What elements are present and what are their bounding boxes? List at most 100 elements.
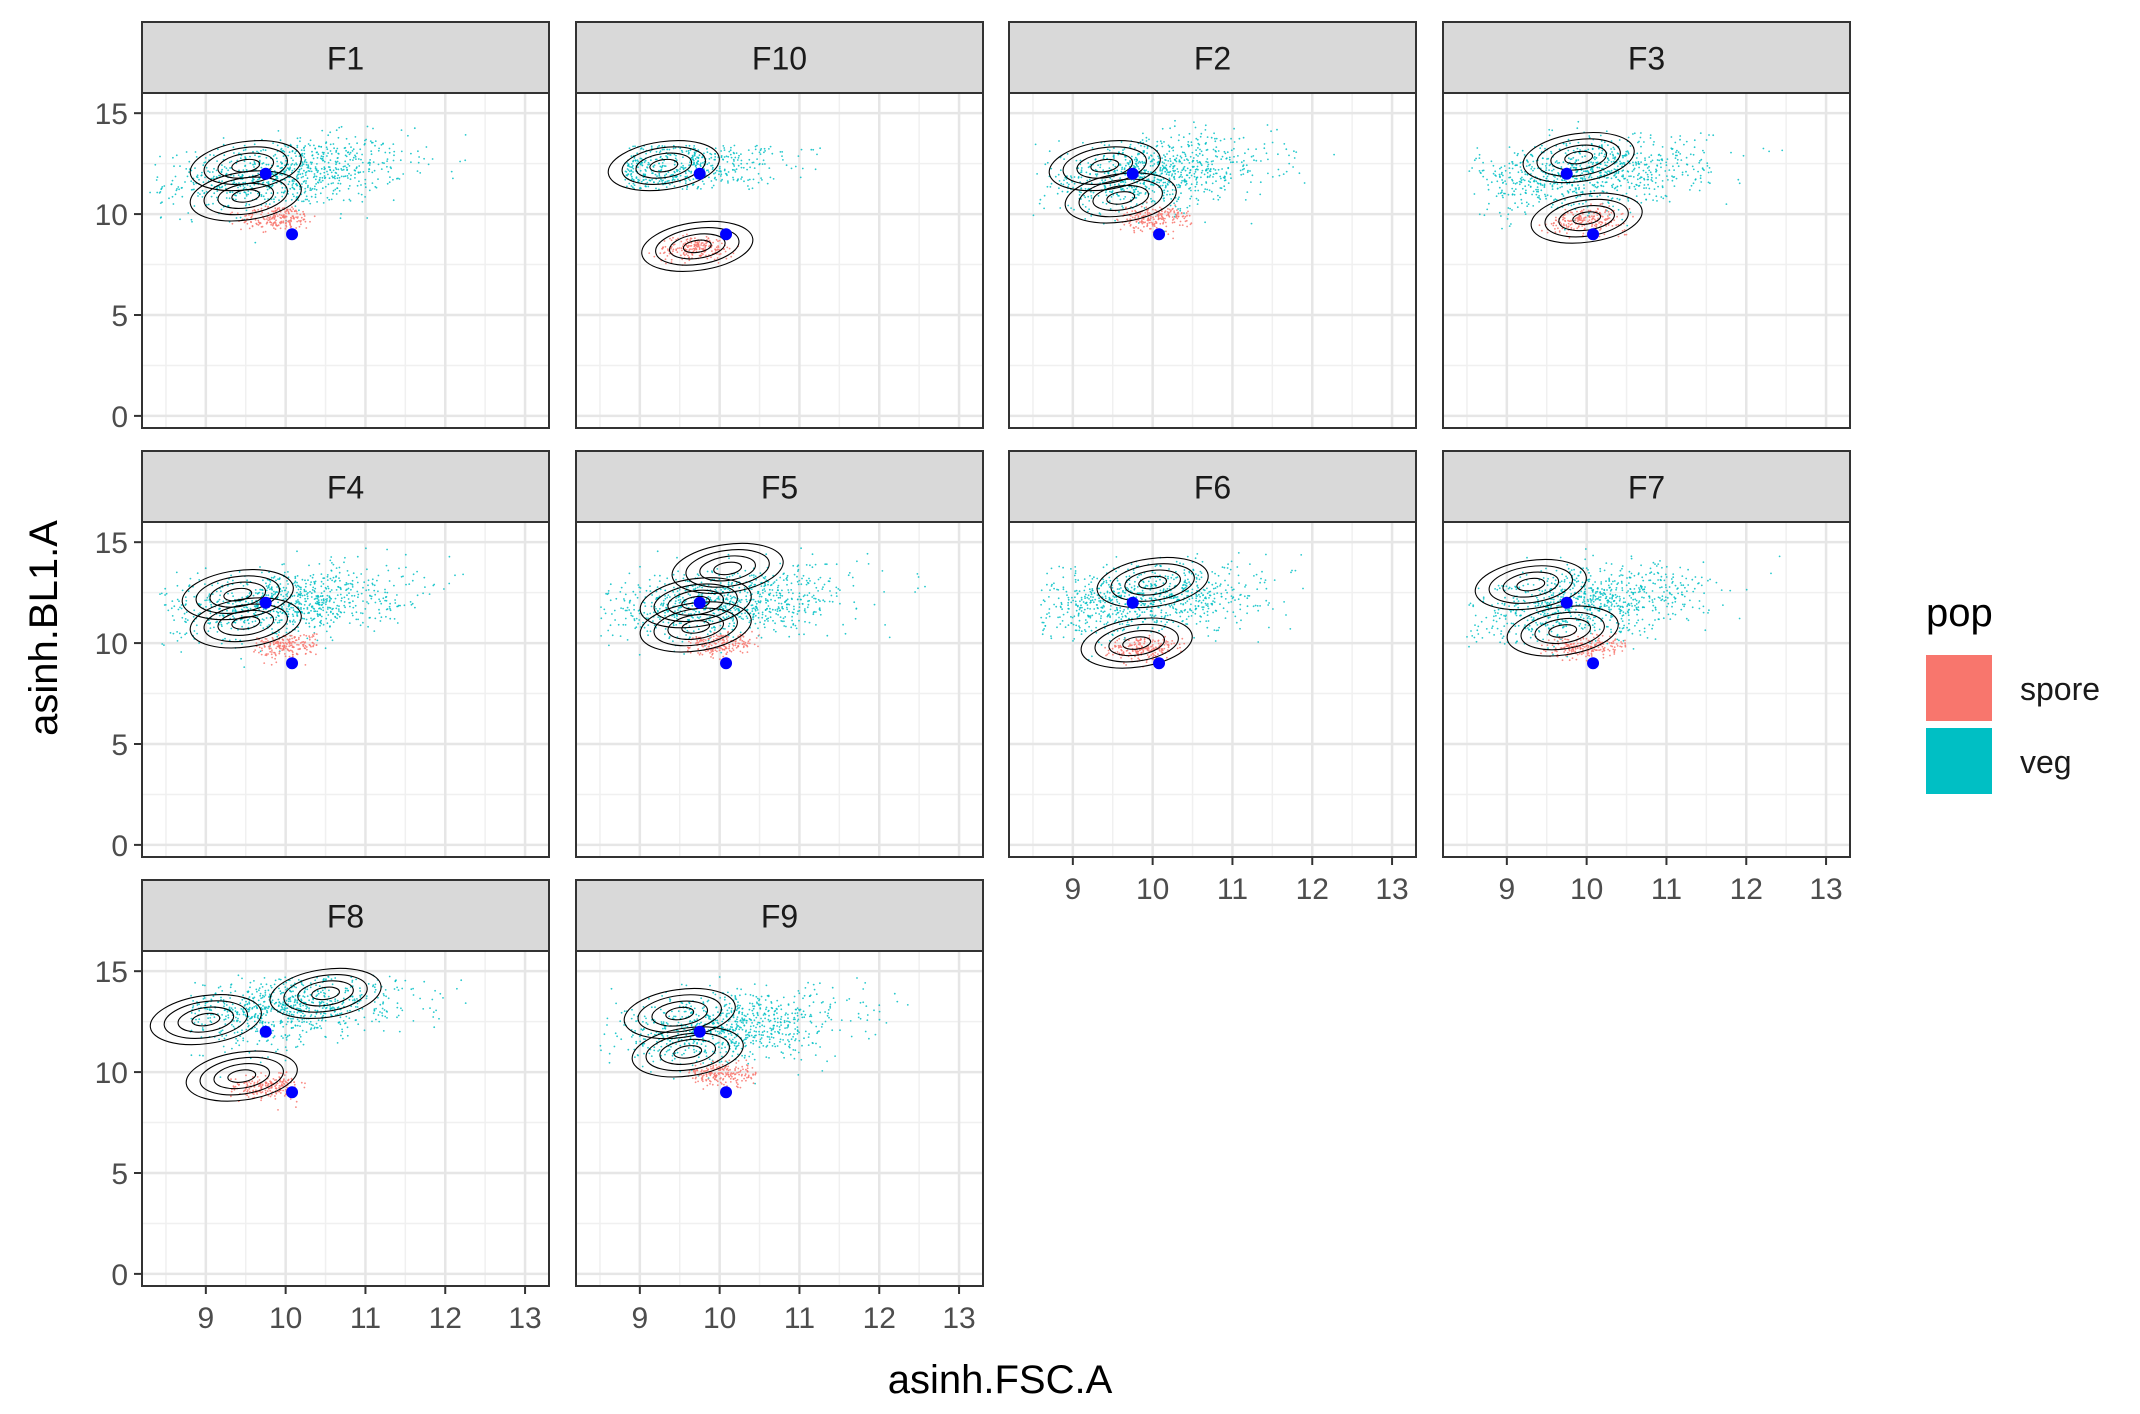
veg-point [1277,153,1279,155]
veg-point [280,139,282,141]
spore-point [299,226,301,228]
veg-point [346,169,348,171]
veg-point [1197,162,1199,164]
veg-point [1650,161,1652,163]
veg-point [1206,158,1208,160]
veg-point [711,187,713,189]
veg-point [1645,164,1647,166]
veg-point [339,177,341,179]
veg-point [752,153,754,155]
veg-point [163,644,165,646]
veg-point [1108,161,1110,163]
veg-point [261,167,263,169]
veg-point [759,151,761,153]
veg-point [1482,176,1484,178]
veg-point [1150,198,1152,200]
veg-point [1673,169,1675,171]
veg-point [348,598,350,600]
veg-point [1047,162,1049,164]
veg-point [1058,187,1060,189]
veg-point [348,173,350,175]
veg-point [352,600,354,602]
veg-point [1176,184,1178,186]
veg-point [1099,167,1101,169]
veg-point [1059,180,1061,182]
spore-point [1170,211,1172,213]
veg-point [286,580,288,582]
veg-point [629,147,631,149]
spore-point [288,213,290,215]
veg-point [1618,209,1620,211]
veg-point [350,200,352,202]
veg-point [1656,170,1658,172]
veg-point [1480,172,1482,174]
veg-point [1151,201,1153,203]
veg-point [397,622,399,624]
spore-point [1172,219,1174,221]
veg-point [1691,185,1693,187]
veg-point [1177,187,1179,189]
spore-point [686,253,688,255]
veg-point [1110,208,1112,210]
veg-point [1082,142,1084,144]
spore-point [305,221,307,223]
veg-point [1605,182,1607,184]
veg-point [451,171,453,173]
veg-point [378,609,380,611]
veg-point [801,149,803,151]
veg-point [1545,167,1547,169]
veg-point [1655,177,1657,179]
veg-point [186,611,188,613]
veg-point [1577,159,1579,161]
spore-point [721,243,723,245]
veg-point [764,148,766,150]
veg-point [323,583,325,585]
veg-point [768,148,770,150]
spore-point [1547,232,1549,234]
veg-point [291,199,293,201]
veg-point [309,626,311,628]
veg-point [732,177,734,179]
veg-point [1640,176,1642,178]
veg-point [1143,183,1145,185]
spore-point [687,255,689,257]
veg-point [387,570,389,572]
veg-point [1153,163,1155,165]
veg-point [1166,169,1168,171]
veg-point [1135,157,1137,159]
veg-point [329,131,331,133]
veg-point [297,137,299,139]
spore-point [1624,234,1626,236]
veg-point [1679,153,1681,155]
veg-point [1676,162,1678,164]
veg-point [1545,169,1547,171]
veg-point [310,610,312,612]
veg-point [1085,188,1087,190]
veg-point [782,159,784,161]
veg-point [410,601,412,603]
veg-point [296,586,298,588]
veg-point [1165,168,1167,170]
veg-point [692,164,694,166]
veg-point [319,563,321,565]
spore-point [1123,224,1125,226]
veg-point [1101,179,1103,181]
veg-point [1267,173,1269,175]
veg-point [293,188,295,190]
veg-point [365,139,367,141]
spore-point [288,211,290,213]
veg-point [368,589,370,591]
veg-point [404,604,406,606]
veg-point [1521,182,1523,184]
veg-point [1479,213,1481,215]
veg-point [1197,169,1199,171]
veg-point [307,177,309,179]
veg-point [1554,198,1556,200]
veg-point [288,613,290,615]
veg-point [432,158,434,160]
veg-point [180,651,182,653]
spore-point [1152,217,1154,219]
veg-point [1643,141,1645,143]
veg-point [723,147,725,149]
veg-point [1530,154,1532,156]
